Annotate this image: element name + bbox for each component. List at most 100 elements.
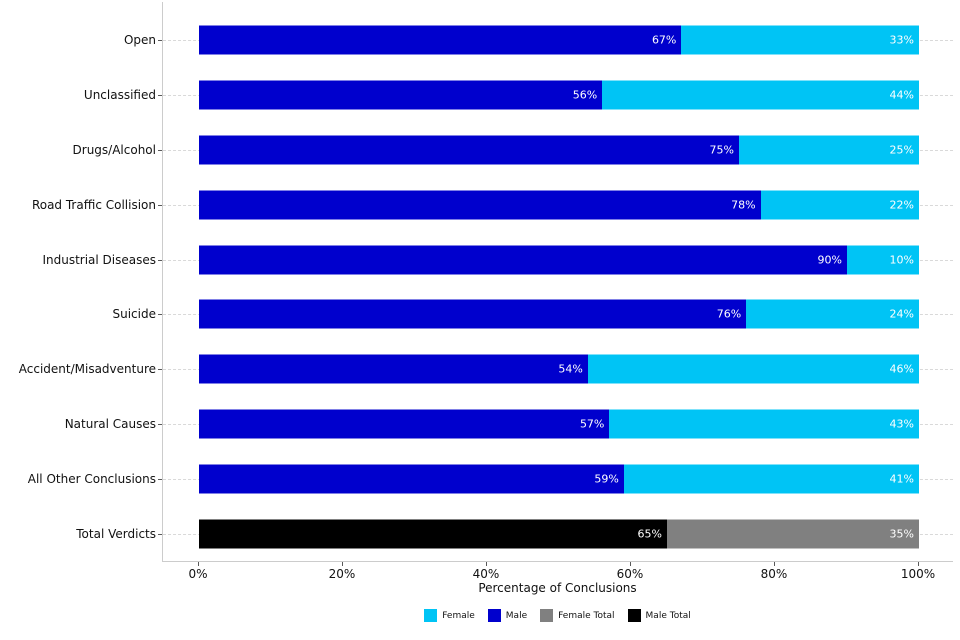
category-label: Accident/Misadventure	[18, 362, 156, 377]
bar-value-label: 67%	[651, 33, 677, 47]
chart-row: All Other Conclusions 59% 41%	[28, 451, 953, 506]
category-label: Suicide	[112, 307, 157, 322]
bar-value-label: 44%	[889, 88, 914, 102]
bar-value-label: 90%	[817, 253, 842, 267]
stacked-bar: 57% 43%	[199, 409, 919, 439]
bar-segment-male: 76%	[199, 299, 747, 329]
category-label: Road Traffic Collision	[31, 197, 156, 212]
bar-value-label: 25%	[889, 143, 914, 157]
legend-item-male-total: Male Total	[627, 609, 691, 622]
chart-row: Natural Causes 57% 43%	[65, 397, 953, 452]
bar-value-label: 76%	[716, 307, 742, 321]
x-tick-mark	[342, 562, 343, 566]
bar-value-label: 75%	[709, 143, 734, 157]
bar-segment-male: 75%	[199, 135, 739, 165]
category-label: Open	[123, 33, 156, 48]
legend-item-female: Female	[424, 609, 475, 622]
x-axis-title: Percentage of Conclusions	[478, 581, 637, 595]
bar-segment-female: 44%	[602, 80, 919, 110]
stacked-bar: 54% 46%	[199, 354, 919, 384]
stacked-bar: 65% 35%	[199, 519, 919, 549]
legend: Female Male Female Total Male Total	[162, 609, 953, 622]
legend-item-female-total: Female Total	[540, 609, 615, 622]
stacked-bar: 75% 25%	[199, 135, 919, 165]
legend-swatch	[487, 609, 501, 622]
y-tick-mark	[158, 40, 162, 42]
stacked-bar: 59% 41%	[199, 464, 919, 494]
stacked-bar: 90% 10%	[199, 245, 919, 275]
chart-row: Road Traffic Collision 78% 22%	[32, 177, 953, 232]
bar-value-label: 22%	[889, 198, 914, 212]
y-tick-mark	[158, 369, 162, 371]
x-tick-label: 0%	[188, 567, 208, 581]
stacked-bar: 67% 33%	[199, 25, 919, 55]
plot-area: Open 67% 33% Unclassified 56% 44% Drugs/Alcoho…	[19, 2, 953, 562]
category-label: Total Verdicts	[76, 526, 156, 541]
stacked-bar: 78% 22%	[199, 190, 919, 220]
bar-rows-container: Open 67% 33% Unclassified 56% 44% Drugs/Alcoho…	[19, 13, 953, 561]
stacked-bar: 56% 44%	[199, 80, 919, 110]
x-tick-mark	[774, 562, 775, 566]
bar-value-label: 59%	[594, 472, 619, 486]
bar-segment-male: 54%	[199, 354, 588, 384]
bar-value-label: 41%	[889, 472, 914, 486]
bar-segment-male: 90%	[199, 245, 847, 275]
bar-segment-female: 46%	[587, 354, 919, 384]
bar-value-label: 24%	[889, 307, 914, 321]
legend-item-male: Male	[487, 609, 528, 622]
y-tick-mark	[158, 314, 162, 316]
x-tick-mark	[630, 562, 631, 566]
legend-label: Female	[442, 610, 475, 621]
bar-segment-female-total: 35%	[667, 519, 919, 549]
legend-label: Male Total	[645, 610, 691, 621]
chart-row: Suicide 76% 24%	[113, 287, 953, 342]
x-tick-mark	[198, 562, 199, 566]
bar-segment-female: 24%	[746, 299, 919, 329]
bar-segment-female: 41%	[623, 464, 919, 494]
category-label: Industrial Diseases	[42, 252, 156, 267]
bar-segment-female: 25%	[739, 135, 919, 165]
legend-swatch	[627, 609, 641, 622]
legend-swatch	[424, 609, 438, 622]
x-tick-label: 60%	[616, 567, 644, 581]
bar-segment-male: 56%	[199, 80, 603, 110]
legend-label: Male	[505, 610, 528, 621]
bar-segment-male: 59%	[199, 464, 624, 494]
chart-row: Open 67% 33%	[124, 13, 953, 68]
y-tick-mark	[158, 95, 162, 97]
bar-value-label: 78%	[731, 198, 756, 212]
bar-segment-female: 10%	[847, 245, 919, 275]
y-tick-mark	[158, 204, 162, 206]
y-tick-mark	[158, 149, 162, 151]
category-label: All Other Conclusions	[27, 471, 156, 486]
y-tick-mark	[158, 423, 162, 425]
category-label: Drugs/Alcohol	[72, 142, 156, 157]
x-tick-mark	[918, 562, 919, 566]
chart-row: Total Verdicts 65% 35%	[76, 506, 953, 561]
x-tick-label: 100%	[900, 567, 936, 581]
bar-segment-female: 22%	[760, 190, 919, 220]
bar-value-label: 54%	[558, 362, 583, 376]
bar-value-label: 10%	[889, 253, 914, 267]
y-tick-mark	[158, 533, 162, 535]
bar-value-label: 43%	[889, 417, 914, 431]
legend-label: Female Total	[558, 610, 615, 621]
legend-swatch	[540, 609, 554, 622]
bar-segment-male: 67%	[199, 25, 682, 55]
bar-value-label: 46%	[889, 362, 914, 376]
bar-value-label: 65%	[637, 527, 662, 541]
chart-row: Industrial Diseases 90% 10%	[42, 232, 953, 287]
bar-segment-male-total: 65%	[199, 519, 667, 549]
x-tick-label: 80%	[760, 567, 788, 581]
stacked-bar: 76% 24%	[199, 299, 919, 329]
y-tick-mark	[158, 259, 162, 261]
y-tick-mark	[158, 478, 162, 480]
chart-row: Accident/Misadventure 54% 46%	[19, 342, 953, 397]
x-tick-label: 20%	[328, 567, 356, 581]
chart-row: Unclassified 56% 44%	[84, 68, 953, 123]
chart-row: Drugs/Alcohol 75% 25%	[73, 123, 953, 178]
bar-segment-male: 57%	[199, 409, 610, 439]
bar-segment-female: 43%	[609, 409, 919, 439]
bar-value-label: 57%	[579, 417, 605, 431]
